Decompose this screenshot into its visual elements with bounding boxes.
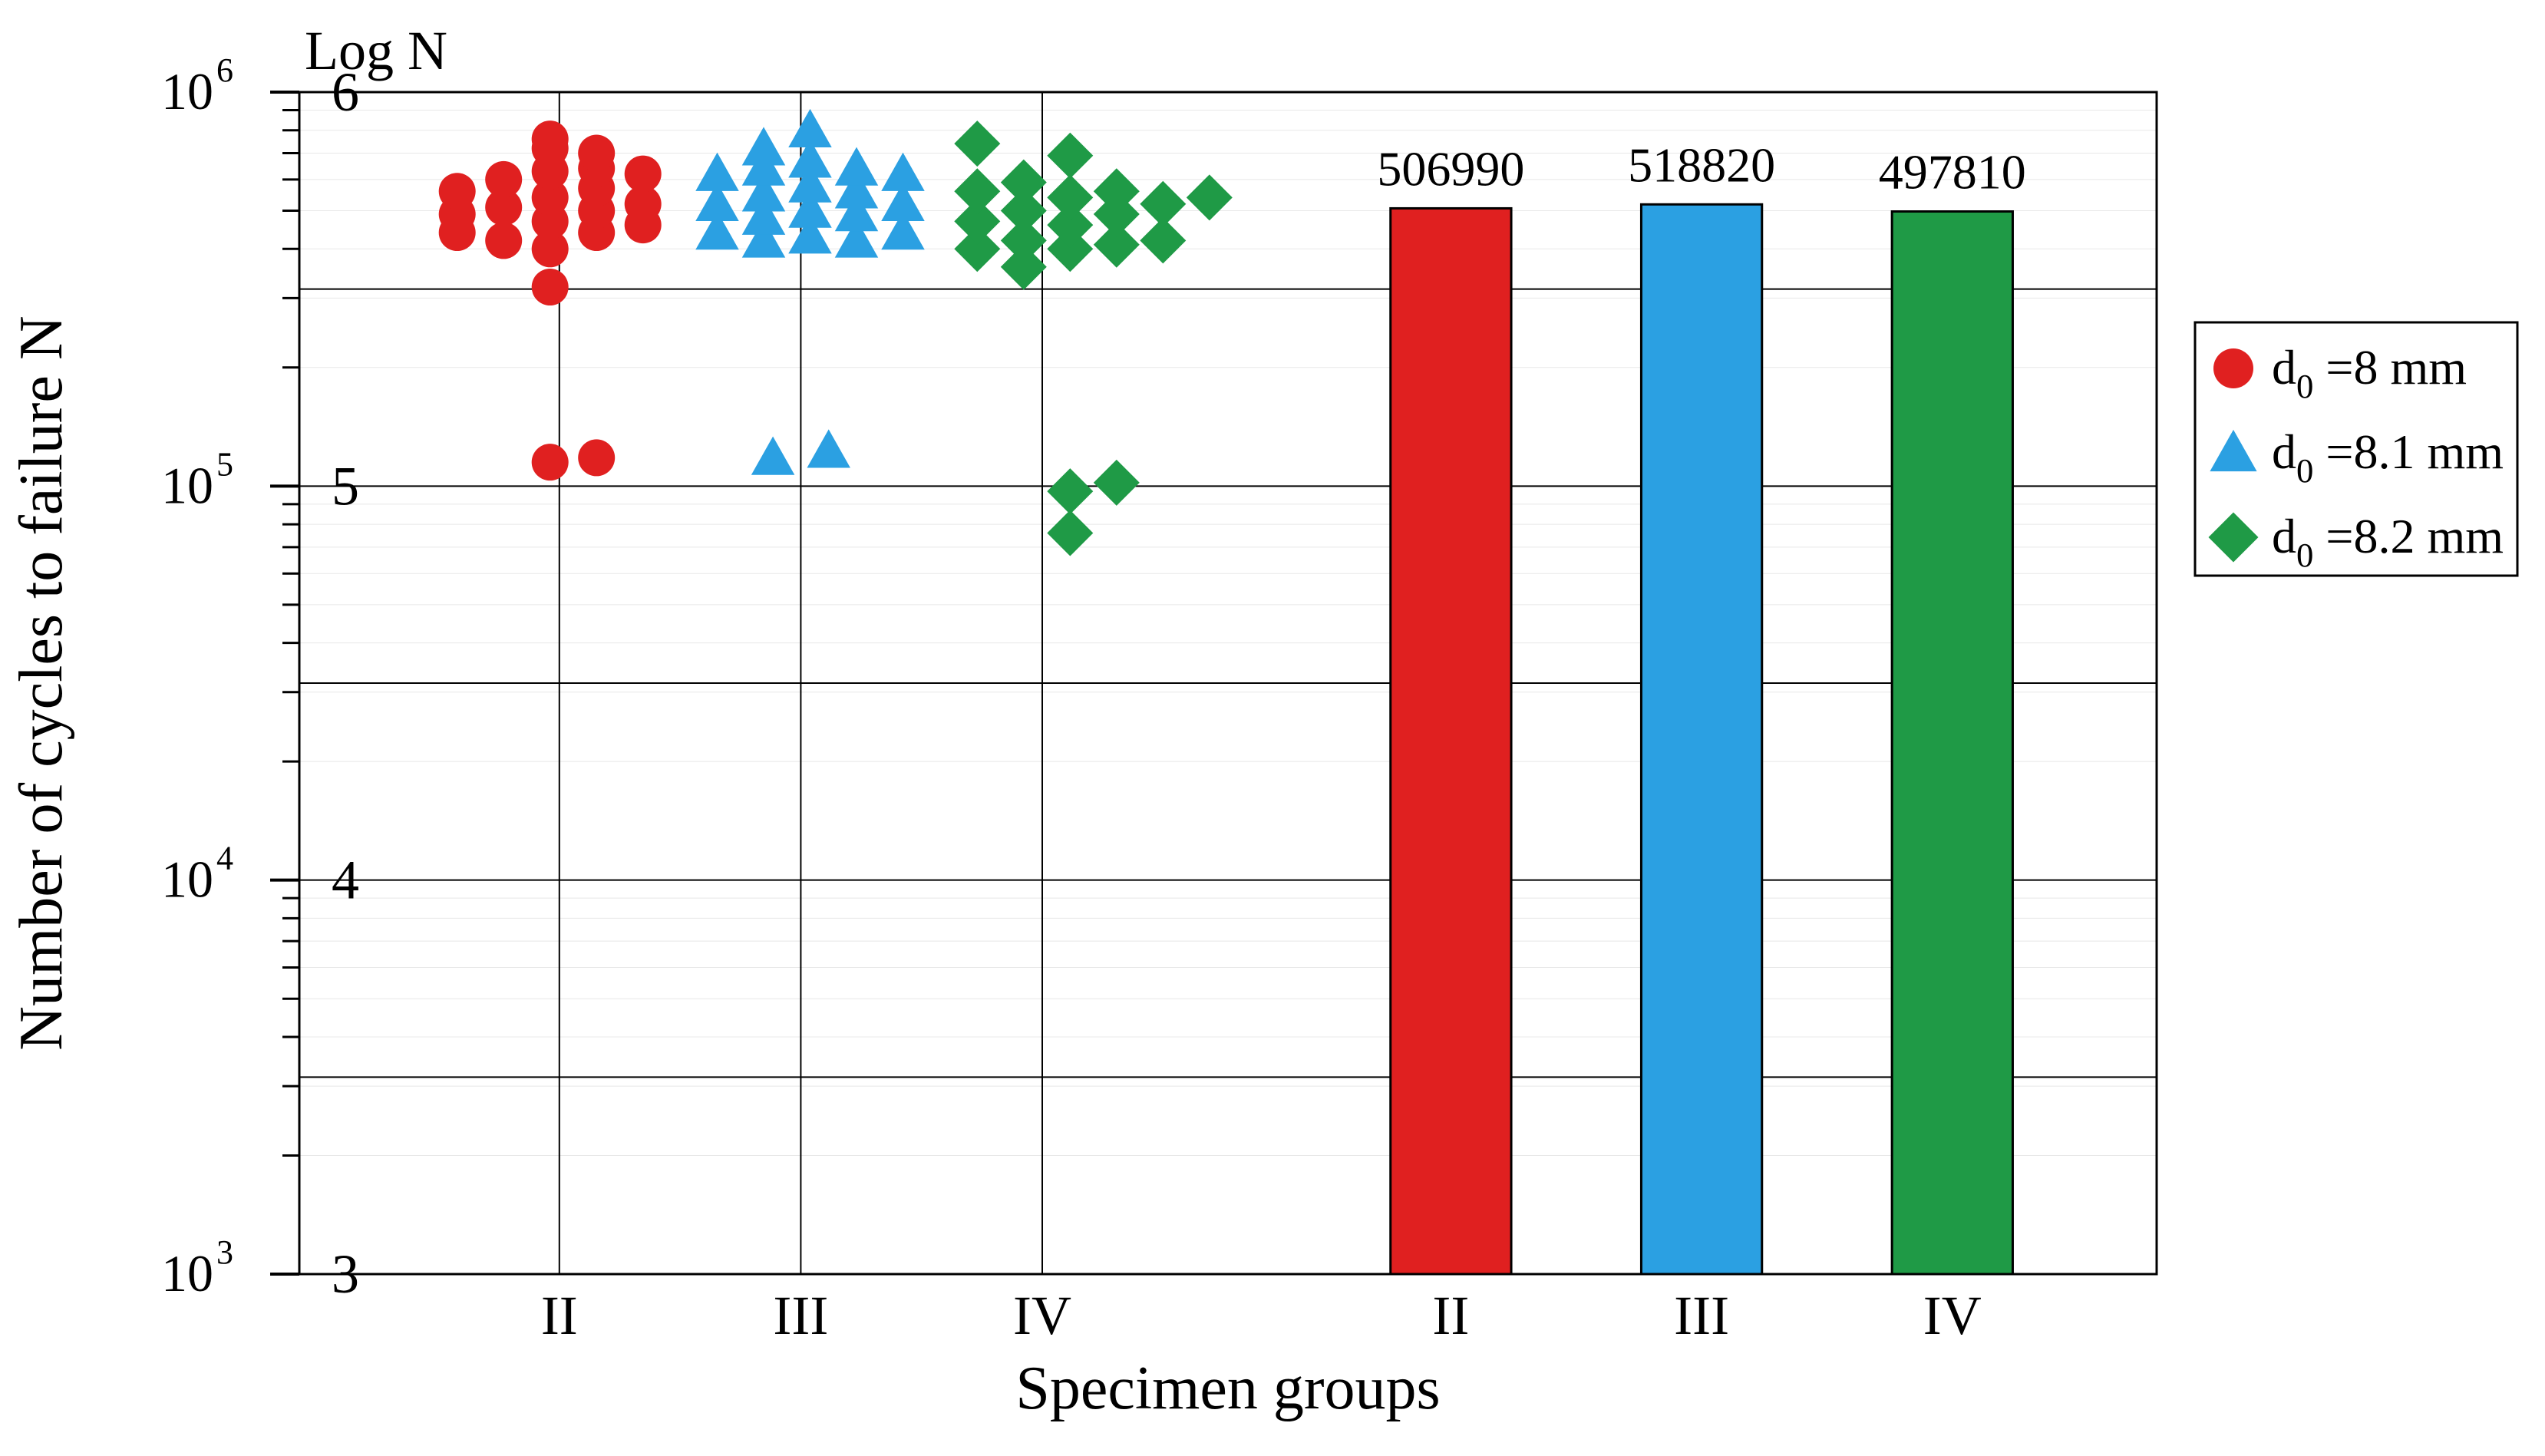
chart-container: 1031041051063456Log NNumber of cycles to…: [0, 0, 2545, 1456]
y-tick-exp: 6: [216, 51, 233, 89]
x-tick-label: III: [773, 1285, 828, 1346]
bar-value-label: 518820: [1628, 137, 1775, 192]
y-axis-title: Number of cycles to failure N: [8, 315, 75, 1050]
bar-value-label: 506990: [1377, 141, 1524, 196]
bar-value-label: 497810: [1879, 145, 2026, 200]
y-tick-base: 10: [161, 850, 213, 909]
logN-tick: 3: [332, 1243, 359, 1305]
x-tick-label: IV: [1013, 1285, 1071, 1346]
y-tick-exp: 5: [216, 445, 233, 483]
logN-tick: 4: [332, 850, 359, 911]
y-tick-exp: 4: [216, 840, 233, 877]
x-tick-label: II: [541, 1285, 578, 1346]
x-axis-title: Specimen groups: [1015, 1355, 1440, 1422]
logN-header: Log N: [305, 20, 447, 81]
x-tick-label: III: [1674, 1285, 1729, 1346]
bar: [1391, 208, 1511, 1274]
y-tick-base: 10: [161, 62, 213, 121]
y-tick-base: 10: [161, 456, 213, 514]
y-tick-exp: 3: [216, 1233, 233, 1271]
y-tick-base: 10: [161, 1244, 213, 1302]
chart-svg: 1031041051063456Log NNumber of cycles to…: [0, 0, 2545, 1456]
bar: [1641, 204, 1761, 1274]
x-tick-label: II: [1432, 1285, 1469, 1346]
logN-tick: 5: [332, 455, 359, 517]
bar: [1892, 212, 2012, 1274]
x-tick-label: IV: [1923, 1285, 1982, 1346]
